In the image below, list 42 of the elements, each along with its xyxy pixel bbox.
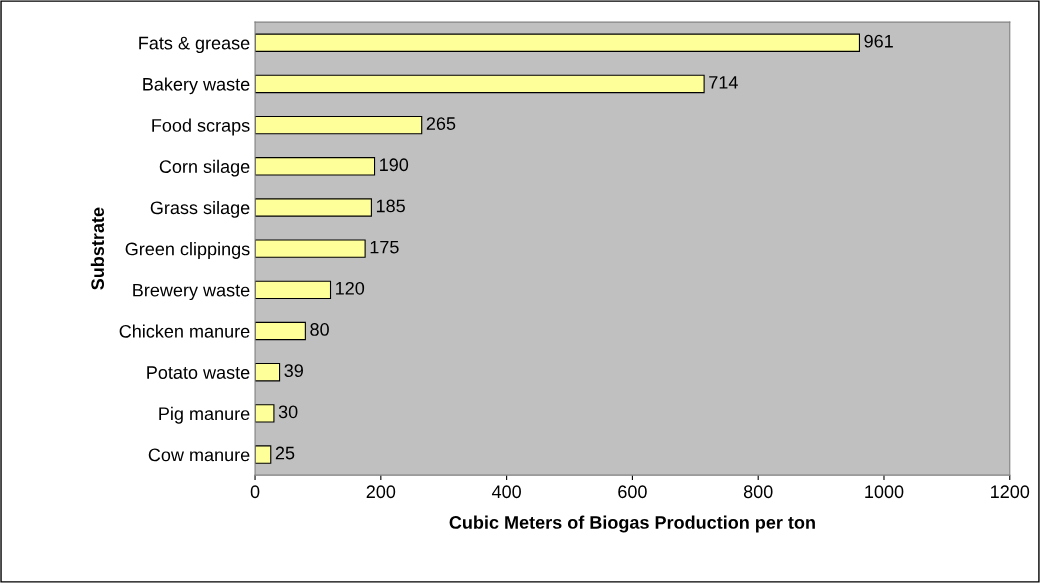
x-tick-label: 600 <box>618 485 647 499</box>
data-label: 961 <box>864 34 893 48</box>
y-tick-label: Chicken manure <box>119 324 250 338</box>
y-tick-label: Potato waste <box>147 366 250 379</box>
x-tick-label: 0 <box>250 485 260 499</box>
bar <box>255 157 376 176</box>
y-tick-label: Green clippings <box>125 242 250 259</box>
data-label: 185 <box>376 199 405 213</box>
y-tick-label: Pig manure <box>159 406 250 424</box>
x-tick-label: 1200 <box>991 485 1030 499</box>
y-tick-label: Grass silage <box>150 200 250 218</box>
x-tick-label: 200 <box>366 485 396 499</box>
bar <box>255 362 281 382</box>
data-label: 265 <box>426 117 456 130</box>
bar <box>255 198 372 217</box>
y-tick-label: Corn silage <box>159 159 250 177</box>
y-tick-label: Brewery waste <box>133 283 250 301</box>
data-label: 39 <box>284 364 303 378</box>
data-label: 30 <box>278 405 298 419</box>
bar <box>255 404 275 423</box>
x-axis-title: Cubic Meters of Biogas Production per ton <box>449 515 815 533</box>
bar <box>255 74 705 94</box>
bar <box>255 239 366 258</box>
data-label: 80 <box>310 323 329 336</box>
x-tick-label: 1000 <box>865 485 904 499</box>
y-axis-title: Substrate <box>90 207 105 290</box>
data-label: 25 <box>275 446 295 460</box>
y-tick-label: Cow manure <box>148 448 250 462</box>
y-tick-label: Fats & grease <box>139 36 250 54</box>
data-label: 714 <box>709 76 738 89</box>
bar <box>255 280 332 300</box>
x-tick-label: 400 <box>491 485 521 499</box>
data-label: 190 <box>380 158 409 172</box>
bar <box>255 33 861 52</box>
x-tick-label: 800 <box>743 485 773 499</box>
bar <box>255 321 306 341</box>
data-label: 120 <box>336 281 365 295</box>
y-tick-label: Bakery waste <box>143 77 250 95</box>
data-label: 175 <box>370 240 399 254</box>
bar <box>255 445 272 464</box>
bar <box>255 115 423 135</box>
y-tick-label: Food scraps <box>152 118 250 136</box>
